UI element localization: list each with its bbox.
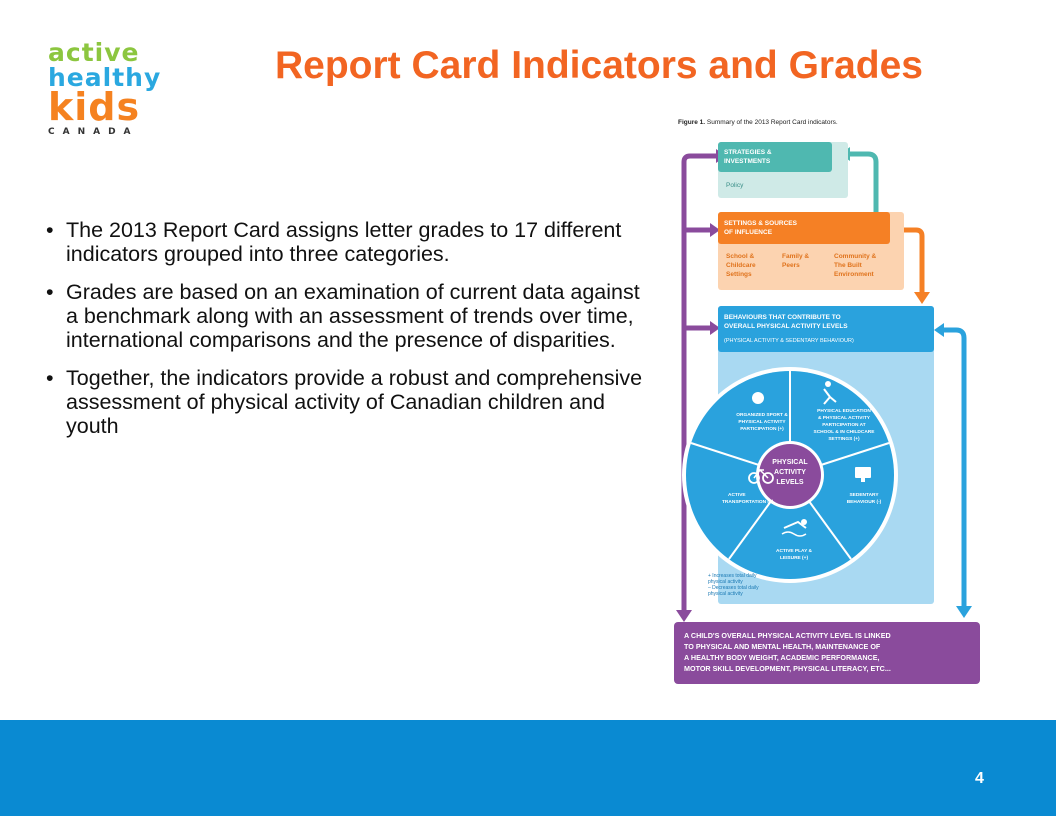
arrowhead-icon [956,606,972,618]
wheel-center-label: LEVELS [776,479,804,486]
basketball-icon [752,392,764,404]
bullet-item: • The 2013 Report Card assigns letter gra… [46,218,646,266]
monitor-icon [855,467,871,478]
bullet-dot: • [46,366,54,390]
legend-line: physical activity [708,591,743,597]
strategies-policy-label: Policy [726,182,744,189]
figure-caption: Figure 1. Summary of the 2013 Report Car… [678,119,838,126]
settings-community-label: Environment [834,271,875,278]
logo-word-canada: CANADA [48,127,139,137]
settings-community-label: Community & [834,253,877,260]
arrowhead-icon [914,292,930,304]
legend-line: physical activity [708,579,743,585]
settings-school-label: Childcare [726,262,756,269]
purple-connector-arrow [681,153,716,612]
strategies-title-line: INVESTMENTS [724,158,771,165]
segment-pe-label: PHYSICAL EDUCATION [817,408,871,414]
segment-sport-label: PARTICIPATION (+) [740,426,784,432]
legend-line: – Decreases total daily [708,585,759,591]
logo-word-kids: kids [48,85,141,129]
blue-connector-arrow [944,327,967,608]
segment-transport-label: ACTIVE [728,492,746,498]
settings-title-line: OF INFLUENCE [724,229,773,236]
bicycle-icon [748,468,774,484]
physical-activity-wheel [682,367,898,583]
settings-school-label: School & [726,253,754,260]
running-figure-icon [825,381,831,387]
arrowhead-icon [710,321,720,335]
behaviours-title-line: BEHAVIOURS THAT CONTRIBUTE TO [724,314,841,321]
outcome-text-line: A HEALTHY BODY WEIGHT, ACADEMIC PERFORMA… [684,653,880,662]
wheel-center-label: ACTIVITY [774,469,806,476]
bullet-list: • The 2013 Report Card assigns letter gra… [46,218,646,452]
settings-school-label: Settings [726,271,752,278]
settings-header [718,212,890,244]
behaviours-subtitle: (PHYSICAL ACTIVITY & SEDENTARY BEHAVIOUR… [724,338,854,344]
segment-sport-label: ORGANIZED SPORT & [736,412,788,418]
strategies-header [718,142,832,172]
behaviours-header [718,306,934,352]
legend-line: + Increases total daily [708,573,757,579]
settings-family-label: Peers [782,262,800,269]
segment-play-label: LEISURE (+) [780,555,809,561]
settings-title-line: SETTINGS & SOURCES [724,220,798,227]
report-card-figure: Figure 1. Summary of the 2013 Report Car… [672,112,984,692]
settings-family-label: Family & [782,253,809,260]
page-number: 4 [975,770,984,787]
arrowhead-icon [710,223,720,237]
segment-sedentary-label: BEHAVIOUR (-) [847,499,882,505]
bullet-dot: • [46,280,54,304]
logo-word-healthy: healthy [48,63,162,92]
segment-pe-label: SETTINGS (+) [828,436,860,442]
strategies-title-line: STRATEGIES & [724,149,772,156]
segment-pe-label: SCHOOL & IN CHILDCARE [814,429,876,435]
arrowhead-icon [934,323,944,337]
arrowhead-icon [676,610,692,622]
bullet-item: • Grades are based on an examination of c… [46,280,646,352]
segment-pe-label: & PHYSICAL ACTIVITY [818,415,871,421]
outcome-text-line: MOTOR SKILL DEVELOPMENT, PHYSICAL LITERA… [684,664,891,673]
wheel-center-label: PHYSICAL [772,459,808,466]
active-healthy-kids-logo: active healthy kids CANADA [48,38,162,140]
segment-pe-label: PARTICIPATION AT [822,422,866,428]
bullet-text: Together, the indicators provide a robus… [66,366,643,438]
footer-bar [0,720,1056,816]
teal-connector-arrow [850,151,879,218]
outcome-panel [674,622,980,684]
bullet-item: • Together, the indicators provide a robu… [46,366,646,438]
segment-sport-label: PHYSICAL ACTIVITY [738,419,786,425]
behaviours-title-line: OVERALL PHYSICAL ACTIVITY LEVELS [724,323,848,330]
bullet-text: Grades are based on an examination of cu… [66,280,640,352]
segment-sedentary-label: SEDENTARY [849,492,879,498]
swimmer-icon [781,519,807,537]
outcome-text-line: TO PHYSICAL AND MENTAL HEALTH, MAINTENAN… [684,642,881,651]
logo-word-active: active [48,38,140,67]
bullet-text: The 2013 Report Card assigns letter grad… [66,218,622,266]
segment-play-label: ACTIVE PLAY & [776,548,813,554]
bullet-dot: • [46,218,54,242]
settings-community-label: The Built [834,262,863,269]
segment-transport-label: TRANSPORTATION (+) [722,499,774,505]
slide-title: Report Card Indicators and Grades [275,44,923,87]
outcome-text-line: A CHILD'S OVERALL PHYSICAL ACTIVITY LEVE… [684,631,891,640]
orange-connector-arrow [904,227,925,294]
